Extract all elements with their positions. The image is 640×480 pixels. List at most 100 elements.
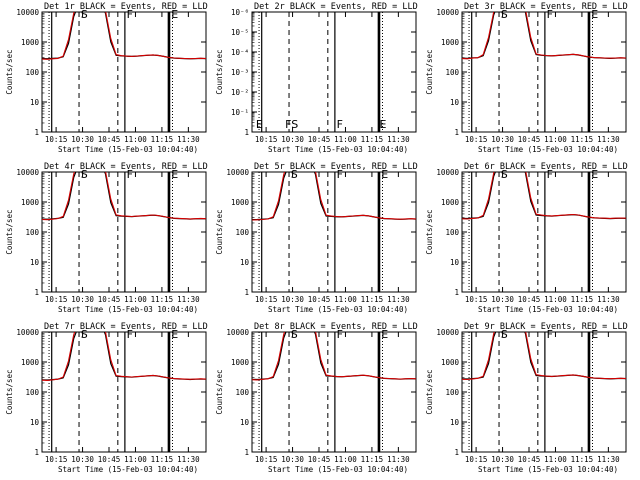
plot-frame xyxy=(251,171,417,293)
x-tick-label: 10:15 xyxy=(465,135,488,144)
y-tick-label: 100 xyxy=(235,228,249,237)
x-tick-label: 11:30 xyxy=(387,455,410,464)
x-tick-label: 10:45 xyxy=(518,135,541,144)
x-tick-label: 11:30 xyxy=(387,295,410,304)
y-tick-label: 1000 xyxy=(441,198,460,207)
x-tick-label: 10:30 xyxy=(491,455,514,464)
plot-frame xyxy=(251,331,417,453)
marker-label: S xyxy=(501,328,508,341)
y-tick-label: 10000 xyxy=(16,168,39,177)
x-tick-label: 11:30 xyxy=(177,135,200,144)
marker-label: S xyxy=(501,8,508,21)
marker-label: F xyxy=(127,168,133,181)
x-tick-label: 11:15 xyxy=(151,455,174,464)
y-tick-label: 10⁻⁴ xyxy=(231,48,249,57)
x-tick-label: 11:00 xyxy=(544,135,567,144)
y-tick-label: 1 xyxy=(454,288,459,297)
x-tick-label: 10:45 xyxy=(98,295,121,304)
y-tick-label: 10⁻³ xyxy=(231,68,249,77)
y-tick-label: 100 xyxy=(235,388,249,397)
y-tick-label: 1 xyxy=(34,448,39,457)
y-tick-label: 1000 xyxy=(21,198,40,207)
y-tick-label: 1 xyxy=(454,448,459,457)
plot-frame xyxy=(251,11,417,133)
plot-frame xyxy=(461,331,627,453)
y-axis-label: Counts/sec xyxy=(5,369,14,414)
y-tick-label: 10 xyxy=(30,98,40,107)
plot-frame xyxy=(461,11,627,133)
y-tick-label: 10000 xyxy=(16,328,39,337)
x-tick-label: 10:15 xyxy=(45,135,68,144)
x-tick-label: 11:00 xyxy=(544,295,567,304)
lld-series-line xyxy=(462,172,626,220)
y-axis-label: Counts/sec xyxy=(215,49,224,94)
y-tick-label: 10000 xyxy=(226,328,249,337)
panel-title: Det 7r BLACK = Events, RED = LLD xyxy=(44,322,208,332)
panel-title: Det 6r BLACK = Events, RED = LLD xyxy=(464,162,628,172)
y-tick-label: 100 xyxy=(445,388,459,397)
x-tick-label: 10:45 xyxy=(518,295,541,304)
x-tick-label: 10:45 xyxy=(98,455,121,464)
x-tick-label: 10:15 xyxy=(255,295,278,304)
lld-series-line xyxy=(42,332,206,381)
panel-title: Det 2r BLACK = Events, RED = LLD xyxy=(254,2,418,12)
y-tick-label: 100 xyxy=(445,68,459,77)
x-tick-label: 10:15 xyxy=(255,135,278,144)
x-tick-label: 11:30 xyxy=(597,135,620,144)
x-tick-label: 10:15 xyxy=(45,455,68,464)
y-axis-label: Counts/sec xyxy=(425,209,434,254)
x-tick-label: 10:45 xyxy=(308,455,331,464)
x-tick-label: 11:30 xyxy=(597,295,620,304)
plot-frame xyxy=(461,171,627,293)
x-tick-label: 10:30 xyxy=(281,455,304,464)
detector-panel: Det 7r BLACK = Events, RED = LLD 1 10 100 10… xyxy=(5,322,208,474)
y-tick-label: 1 xyxy=(244,128,249,137)
x-tick-label: 10:15 xyxy=(255,455,278,464)
x-axis-label: Start Time (15-Feb-03 10:04:40) xyxy=(268,465,408,474)
x-axis-label: Start Time (15-Feb-03 10:04:40) xyxy=(58,145,198,154)
x-tick-label: 10:30 xyxy=(491,295,514,304)
y-tick-label: 1000 xyxy=(231,358,250,367)
x-axis-label: Start Time (15-Feb-03 10:04:40) xyxy=(58,465,198,474)
marker-label: E xyxy=(591,328,598,341)
x-tick-label: 11:00 xyxy=(124,135,147,144)
x-tick-label: 11:00 xyxy=(334,135,357,144)
x-tick-label: 10:30 xyxy=(71,295,94,304)
x-axis-label: Start Time (15-Feb-03 10:04:40) xyxy=(268,145,408,154)
lld-series-line xyxy=(252,332,416,381)
y-tick-label: 1000 xyxy=(231,198,250,207)
y-tick-label: 10⁻² xyxy=(231,88,249,97)
x-tick-label: 10:30 xyxy=(281,135,304,144)
y-axis-label: Counts/sec xyxy=(5,49,14,94)
y-tick-label: 10 xyxy=(450,98,460,107)
y-tick-label: 10000 xyxy=(226,168,249,177)
y-tick-label: 10⁻⁶ xyxy=(231,8,249,17)
marker-label: S xyxy=(81,168,88,181)
lld-series-line xyxy=(252,172,416,221)
y-tick-label: 10 xyxy=(450,258,460,267)
x-axis-label: Start Time (15-Feb-03 10:04:40) xyxy=(478,305,618,314)
x-tick-label: 11:30 xyxy=(177,455,200,464)
lld-series-line xyxy=(42,12,206,60)
marker-label: F xyxy=(547,328,553,341)
marker-label: E xyxy=(381,328,388,341)
marker-label: E xyxy=(171,328,178,341)
panel-title: Det 9r BLACK = Events, RED = LLD xyxy=(464,322,628,332)
detector-panel: Det 2r BLACK = Events, RED = LLD 1 10⁻¹ 10⁻… xyxy=(215,2,418,154)
marker-label: S xyxy=(291,328,298,341)
y-tick-label: 10 xyxy=(240,258,250,267)
x-tick-label: 10:30 xyxy=(71,135,94,144)
y-tick-label: 1000 xyxy=(21,358,40,367)
x-tick-label: 11:15 xyxy=(151,135,174,144)
y-tick-label: 100 xyxy=(25,228,39,237)
x-tick-label: 10:45 xyxy=(518,455,541,464)
detector-panel: Det 1r BLACK = Events, RED = LLD 1 10 100 10… xyxy=(5,2,208,154)
x-tick-label: 10:45 xyxy=(308,135,331,144)
y-tick-label: 10⁻¹ xyxy=(231,108,249,117)
x-tick-label: 11:30 xyxy=(387,135,410,144)
lld-series-line xyxy=(462,12,626,60)
x-tick-label: 10:15 xyxy=(465,295,488,304)
marker-label: FS xyxy=(285,118,298,131)
